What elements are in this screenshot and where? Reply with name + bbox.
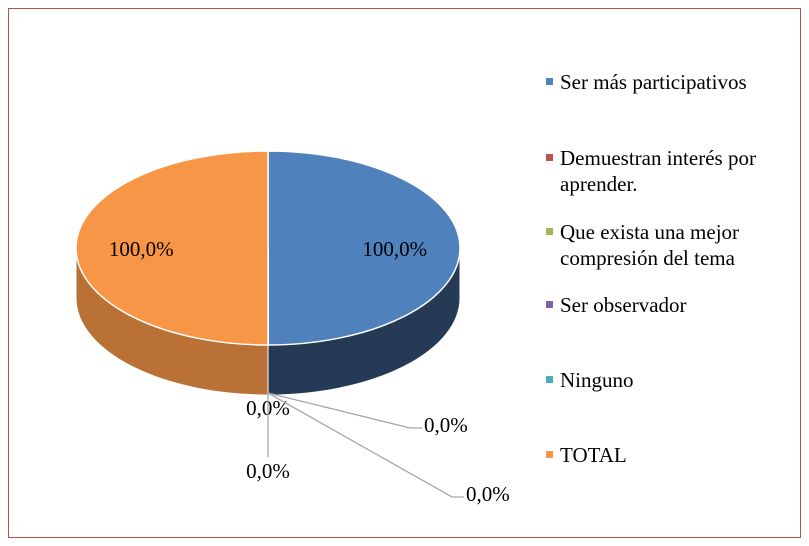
legend-swatch xyxy=(546,228,553,235)
legend-swatch xyxy=(546,376,553,383)
legend-label: Ser más participativos xyxy=(560,70,747,94)
legend-item: TOTAL xyxy=(546,442,790,468)
slice xyxy=(75,150,269,346)
data-label: 0,0% xyxy=(466,482,510,506)
legend-swatch xyxy=(546,154,553,161)
leader-line xyxy=(267,392,464,498)
data-label: 100,0% xyxy=(109,237,174,261)
legend-item: Que exista una mejor compresión del tema xyxy=(546,219,790,271)
legend-swatch xyxy=(546,301,553,308)
legend-item: Ser observador xyxy=(546,292,790,318)
legend-label: TOTAL xyxy=(560,443,627,467)
legend-label: Ninguno xyxy=(560,368,634,392)
legend-swatch xyxy=(546,78,553,85)
legend-label: Que exista una mejor compresión del tema xyxy=(560,220,740,270)
legend-swatch xyxy=(546,451,553,458)
slice xyxy=(267,150,461,346)
legend-item: Ser más participativos xyxy=(546,69,790,95)
data-label: 100,0% xyxy=(362,237,427,261)
legend-item: Demuestran interés por aprender. xyxy=(546,145,790,197)
legend-label: Demuestran interés por aprender. xyxy=(560,146,756,196)
legend-label: Ser observador xyxy=(560,293,687,317)
data-label: 0,0% xyxy=(246,459,290,483)
leader-line xyxy=(267,392,422,429)
data-label: 0,0% xyxy=(424,413,468,437)
legend-item: Ninguno xyxy=(546,367,790,393)
